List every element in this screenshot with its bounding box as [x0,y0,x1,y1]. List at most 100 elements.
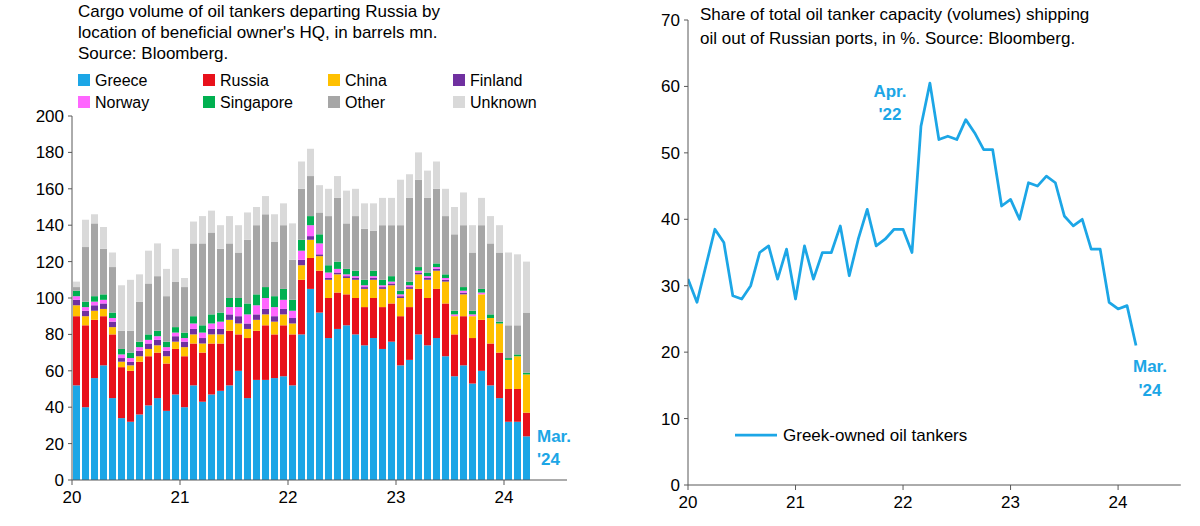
bar-segment [460,192,467,225]
bar-segment [442,282,449,304]
bar-segment [478,294,485,319]
bar-segment [100,316,107,365]
bar-segment [487,243,494,314]
text-line: Mar. [1133,357,1167,376]
bar-segment [361,280,368,285]
bar-segment [145,283,152,334]
bar-segment [415,273,422,275]
text-line: '24 [1139,381,1162,400]
bar-segment [388,198,395,225]
bar-segment [433,162,440,189]
bar-segment [190,323,197,328]
bar-segment [514,325,521,354]
bar-segment [352,278,359,280]
bar-segment [451,234,458,310]
bar-segment [154,345,161,352]
bar-segment [91,214,98,223]
bar-segment [415,152,422,179]
bar-segment [262,314,269,325]
bar-segment [424,345,431,480]
bar-segment [388,285,395,303]
text-line: '22 [878,105,901,124]
bar-segment [316,254,323,256]
bar-segment [118,367,125,418]
bar-segment [73,291,80,296]
bar-segment [100,303,107,308]
bar-segment [226,320,233,331]
y-tick-label: 20 [661,343,680,362]
bar-segment [469,253,476,311]
x-tick-label: 22 [279,488,298,507]
bar-segment [271,316,278,321]
bar-segment [514,389,521,422]
bar-segment [442,303,449,356]
bar-segment [469,338,476,384]
legend-label: China [345,72,387,89]
bar-segment [145,356,152,405]
bar-segment [352,189,359,216]
x-tick-label: 21 [171,488,190,507]
bar-segment [82,311,89,316]
bar-segment [334,262,341,269]
bar-segment [298,265,305,280]
text-line: Apr. [873,82,906,101]
legend-label: Norway [95,94,149,111]
bar-segment [163,347,170,351]
bar-segment [298,162,305,189]
bar-segment [145,349,152,356]
bar-segment [415,180,422,267]
bar-segment [244,329,251,338]
bar-segment [433,269,440,271]
bar-segment [487,385,494,480]
legend-label: Finland [470,72,522,89]
bar-segment [316,256,323,271]
bar-segment [262,298,269,309]
bar-segment [307,176,314,216]
bar-segment [505,360,512,389]
bar-segment [127,365,134,370]
bar-segment [235,307,242,316]
bar-segment [154,331,161,336]
bar-segment [289,223,296,259]
bar-segment [253,331,260,380]
bar-segment [514,356,521,389]
bar-segment [118,354,125,358]
bar-segment [154,276,161,331]
bar-segment [244,212,251,239]
bar-segment [172,282,179,328]
bar-segment [262,380,269,480]
bar-segment [109,253,116,268]
bar-segment [415,289,422,335]
legend-label: Unknown [470,94,537,111]
bar-segment [154,336,161,340]
bar-segment [505,325,512,358]
bar-segment [253,314,260,319]
x-tick [72,480,73,485]
bar-segment [307,236,314,240]
bar-segment [109,334,116,398]
bar-segment [199,402,206,480]
bar-segment [109,313,116,318]
bar-segment [379,225,386,280]
bar-segment [460,365,467,480]
bar-segment [451,311,458,315]
bar-segment [127,353,134,358]
bar-segment [271,307,278,316]
bar-segment [298,189,305,240]
background [0,0,1200,526]
bar-segment [451,376,458,480]
bar-segment [280,309,287,314]
x-tick [1010,485,1011,490]
bar-segment [424,298,431,345]
y-tick [68,298,72,299]
bar-segment [298,334,305,480]
bar-segment [442,278,449,280]
x-tick [903,485,904,490]
bar-segment [244,240,251,304]
x-tick-label: 20 [679,493,698,512]
bar-segment [163,351,170,356]
y-tick-label: 20 [45,435,64,454]
y-tick [68,188,72,189]
bar-segment [379,307,386,349]
bar-segment [361,307,368,345]
